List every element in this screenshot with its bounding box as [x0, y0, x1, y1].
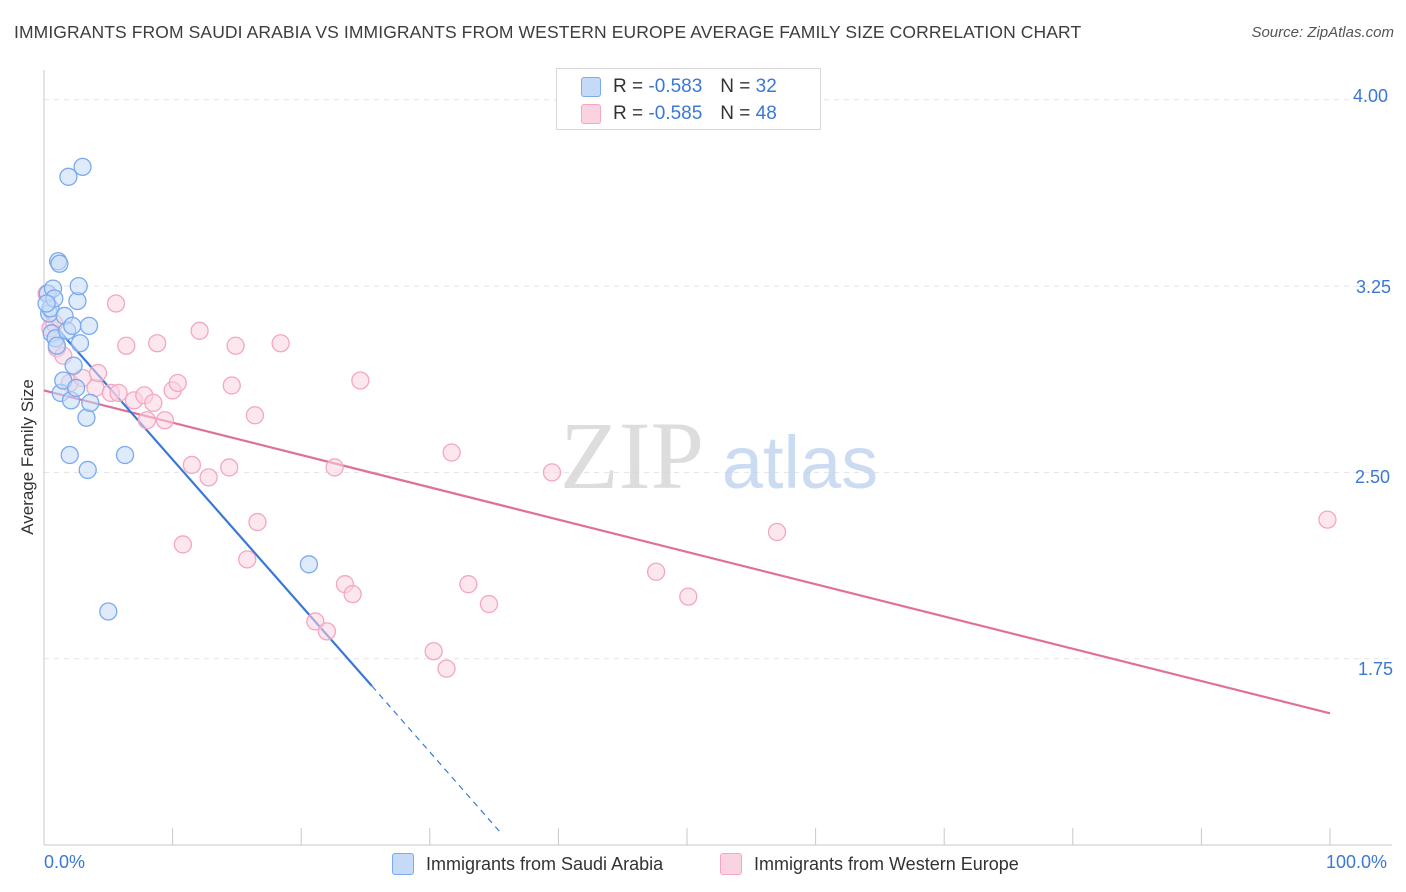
- western-europe-point: [199, 468, 218, 487]
- saudi-swatch: [581, 77, 601, 97]
- western-europe-swatch: [720, 853, 742, 875]
- y-tick-label-4.00: 4.00: [1353, 86, 1389, 106]
- source-credit: Source: ZipAtlas.com: [1251, 24, 1394, 41]
- legend-r-value: -0.585: [648, 103, 703, 124]
- western-europe-point: [226, 336, 245, 355]
- bottom-legend-western-europe: Immigrants from Western Europe: [720, 852, 1019, 876]
- western-europe-point: [679, 587, 698, 606]
- western-europe-point: [220, 458, 239, 477]
- legend-r-label: R =: [613, 76, 644, 97]
- saudi-arabia-point: [79, 316, 99, 335]
- watermark-atlas: atlas: [722, 421, 878, 504]
- western-europe-point: [248, 512, 267, 532]
- western-europe-point: [144, 393, 163, 413]
- watermark: ZIP atlas: [560, 402, 878, 509]
- western-europe-point: [343, 584, 362, 604]
- western-europe-point: [767, 522, 787, 542]
- saudi-arabia-point: [77, 408, 96, 427]
- saudi-arabia-point: [73, 157, 92, 177]
- western-europe-point: [222, 376, 241, 395]
- gridlines: [44, 99, 1392, 660]
- western-europe-point: [542, 463, 562, 482]
- y-axis-label: Average Family Size: [18, 379, 37, 535]
- saudi-arabia-point: [60, 445, 79, 465]
- saudi-arabia-trend-extension: [371, 685, 501, 833]
- western-europe-point: [317, 622, 337, 641]
- saudi-arabia-point: [99, 602, 118, 621]
- legend-n-value: 48: [755, 103, 777, 124]
- legend-r-label: R =: [613, 103, 644, 124]
- western-europe-point: [1318, 510, 1337, 529]
- western-europe-point: [325, 458, 344, 477]
- western-europe-point: [155, 411, 175, 430]
- saudi-arabia-point: [81, 393, 100, 413]
- saudi-arabia-point: [50, 254, 69, 273]
- legend-row-saudi: R = -0.583 N = 32: [581, 75, 777, 99]
- bottom-legend-saudi-label: Immigrants from Saudi Arabia: [426, 853, 664, 874]
- legend-n-label: N =: [720, 76, 751, 97]
- western-europe-point: [173, 535, 193, 554]
- western-europe-point: [168, 373, 187, 393]
- saudi-arabia-point: [69, 276, 88, 296]
- saudi-arabia-point: [70, 334, 90, 353]
- watermark-zip: ZIP: [560, 402, 704, 509]
- x-tick-marks: [43, 828, 1331, 845]
- western-europe-point: [109, 383, 128, 403]
- western-europe-point: [148, 334, 167, 353]
- legend-n-value: 32: [755, 76, 777, 97]
- western-europe-point: [646, 562, 666, 581]
- bottom-legend-saudi: Immigrants from Saudi Arabia: [392, 852, 663, 876]
- saudi-arabia-point: [63, 316, 82, 335]
- saudi-swatch: [392, 853, 414, 875]
- saudi-arabia-point: [67, 378, 86, 398]
- y-tick-label-3.25: 3.25: [1356, 277, 1392, 297]
- legend-r-value: -0.583: [648, 76, 703, 97]
- legend-n-label: N =: [720, 103, 751, 124]
- western-europe-point: [424, 642, 443, 661]
- western-europe-point: [442, 443, 461, 462]
- chart-title: IMMIGRANTS FROM SAUDI ARABIA VS IMMIGRAN…: [14, 22, 1082, 42]
- saudi-arabia-point: [37, 294, 56, 313]
- correlation-legend: R = -0.583 N = 32 R = -0.585 N = 48: [556, 68, 821, 130]
- western-europe-point: [479, 594, 499, 614]
- x-tick-label-min: 0.0%: [44, 852, 86, 872]
- saudi-arabia-point: [47, 336, 67, 355]
- saudi-arabia-points: [37, 157, 319, 621]
- western-europe-point: [238, 550, 257, 569]
- western-europe-point: [271, 334, 290, 353]
- western-europe-point: [117, 336, 136, 355]
- x-tick-label-max: 100.0%: [1326, 852, 1388, 872]
- western-europe-point: [459, 575, 478, 594]
- western-europe-trend-line: [43, 389, 1331, 715]
- saudi-arabia-point: [115, 445, 135, 465]
- western-europe-point: [137, 411, 157, 430]
- western-europe-point: [351, 371, 370, 390]
- western-europe-point: [437, 659, 456, 678]
- western-europe-point: [190, 321, 209, 340]
- legend-row-western-europe: R = -0.585 N = 48: [581, 102, 777, 126]
- western-europe-point: [106, 294, 126, 313]
- bottom-legend-weu-label: Immigrants from Western Europe: [754, 853, 1019, 874]
- y-tick-label-2.50: 2.50: [1355, 467, 1391, 487]
- western-europe-point: [306, 612, 325, 631]
- y-tick-label-1.75: 1.75: [1358, 659, 1394, 679]
- saudi-arabia-point: [78, 460, 97, 480]
- saudi-arabia-point: [59, 167, 78, 186]
- axes: [43, 70, 1392, 846]
- western-europe-point: [88, 363, 108, 383]
- saudi-arabia-point: [299, 555, 319, 574]
- western-europe-point: [182, 455, 202, 475]
- western-europe-point: [245, 406, 265, 425]
- saudi-arabia-point: [64, 356, 83, 375]
- western-europe-swatch: [581, 104, 601, 124]
